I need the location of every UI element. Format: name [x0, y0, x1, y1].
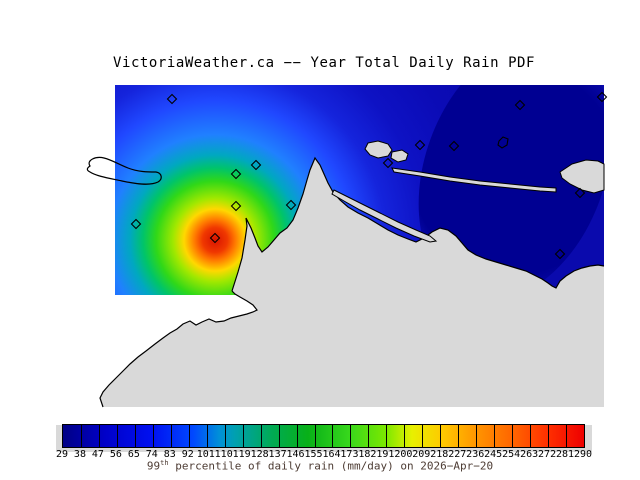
island-outline-west	[86, 156, 162, 185]
caption-superscript: th	[160, 459, 169, 467]
colorbar-cell-divider	[386, 425, 388, 447]
colorbar-cell-divider	[152, 425, 154, 447]
colorbar-cell-divider	[242, 425, 244, 447]
caption-base: 99	[146, 459, 161, 473]
colorbar-tick-label: 101	[196, 449, 215, 460]
colorbar-cell-divider	[332, 425, 334, 447]
colorbar-cell-divider	[530, 425, 532, 447]
colorbar-cell-divider	[224, 425, 226, 447]
station-diamond-icon	[250, 159, 262, 171]
colorbar-tick-label: 110	[214, 449, 233, 460]
colorbar-tick-label: 263	[520, 449, 539, 460]
station-diamond-icon	[230, 168, 242, 180]
colorbar-tick-label: 245	[484, 449, 503, 460]
mainland-landmass	[100, 158, 604, 407]
colorbar-cell-divider	[80, 425, 82, 447]
colorbar-tick-label: 146	[286, 449, 305, 460]
colorbar-tick-label: 155	[304, 449, 323, 460]
colorbar-tick-label: 164	[322, 449, 341, 460]
colorbar-cell-divider	[422, 425, 424, 447]
station-diamond-icon	[596, 91, 608, 103]
station-diamond-icon	[130, 218, 142, 230]
colorbar-cell-divider	[440, 425, 442, 447]
colorbar-cell-divider	[206, 425, 208, 447]
colorbar-cell-divider	[314, 425, 316, 447]
colorbar-tick-label: 236	[466, 449, 485, 460]
colorbar-cell-divider	[404, 425, 406, 447]
station-diamond-icon	[554, 248, 566, 260]
island-outline-small	[497, 136, 509, 149]
station-diamond-icon	[230, 200, 242, 212]
colorbar-cell-divider	[512, 425, 514, 447]
colorbar-tick-label: 137	[268, 449, 287, 460]
colorbar-tick-label: 191	[376, 449, 395, 460]
colorbar-tick-label: 227	[448, 449, 467, 460]
colorbar-cell-divider	[458, 425, 460, 447]
colorbar-tick-label: 173	[340, 449, 359, 460]
colorbar-cell-divider	[350, 425, 352, 447]
colorbar-tick-label: 56	[109, 449, 122, 460]
station-markers	[130, 91, 608, 260]
island-northwest-b	[390, 149, 409, 163]
colorbar-cell-divider	[116, 425, 118, 447]
colorbar-cell-divider	[548, 425, 550, 447]
colorbar-cell-divider	[260, 425, 262, 447]
colorbar-cell-divider	[98, 425, 100, 447]
coastline-north	[231, 156, 605, 292]
colorbar-tick-label: 218	[430, 449, 449, 460]
offshore-island-chain	[391, 167, 557, 193]
colorbar-tick-label: 272	[538, 449, 557, 460]
colorbar-tick-label: 65	[127, 449, 140, 460]
colorbar-cell-divider	[296, 425, 298, 447]
station-diamond-icon	[574, 187, 586, 199]
low-value-contour-region	[418, 85, 604, 295]
colorbar-caption: 99th percentile of daily rain (mm/day) o…	[147, 459, 493, 473]
colorbar-tick-label: 290	[573, 449, 593, 460]
colorbar-tick-label: 128	[250, 449, 269, 460]
station-diamond-icon	[285, 199, 297, 211]
colorbar-cell-divider	[278, 425, 280, 447]
island-right-edge	[559, 159, 605, 194]
colorbar-cell-divider	[476, 425, 478, 447]
station-diamond-icon	[209, 232, 221, 244]
colorbar-cell-divider	[170, 425, 172, 447]
colorbar-tick-label: 92	[181, 449, 194, 460]
station-diamond-icon	[414, 139, 426, 151]
coastline-southwest	[99, 290, 258, 408]
colorbar-cell-divider	[134, 425, 136, 447]
colorbar-tick-label: 83	[163, 449, 176, 460]
colorbar-cell-divider	[368, 425, 370, 447]
page-title: VictoriaWeather.ca −− Year Total Daily R…	[113, 55, 535, 71]
colorbar-tick-label: 47	[91, 449, 104, 460]
colorbar-tick-label: 38	[73, 449, 86, 460]
colorbar-tick-label: 29	[55, 449, 69, 460]
caption-rest: percentile of daily rain (mm/day) on 202…	[168, 459, 494, 473]
colorbar-tick-label: 281	[556, 449, 575, 460]
station-diamond-icon	[514, 99, 526, 111]
colorbar-tick-label: 254	[502, 449, 521, 460]
station-diamond-icon	[448, 140, 460, 152]
island-northwest-a	[364, 140, 393, 159]
colorbar-tick-label: 200	[394, 449, 413, 460]
colorbar-cell-divider	[188, 425, 190, 447]
station-diamond-icon	[166, 93, 178, 105]
colorbar	[62, 424, 585, 448]
colorbar-tick-label: 74	[145, 449, 158, 460]
colorbar-cell-divider	[566, 425, 568, 447]
colorbar-cell-divider	[494, 425, 496, 447]
colorbar-tick-label: 209	[412, 449, 431, 460]
station-diamond-icon	[382, 157, 394, 169]
coburg-spit	[331, 189, 438, 243]
colorbar-tick-label: 119	[232, 449, 251, 460]
colorbar-tick-label: 182	[358, 449, 377, 460]
